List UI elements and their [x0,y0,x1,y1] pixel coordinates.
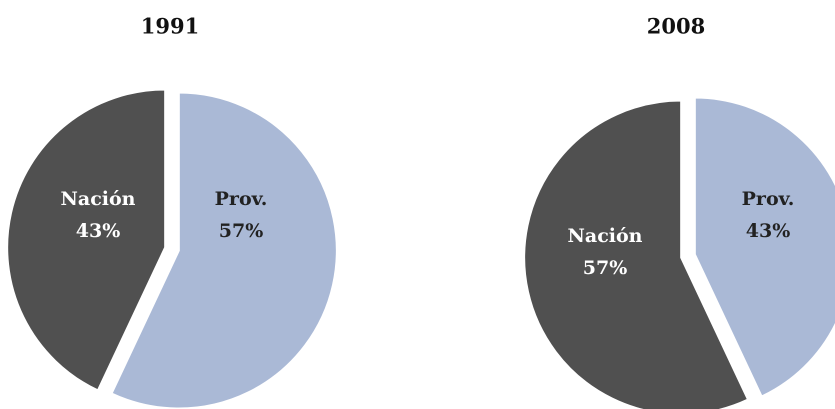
slice-label: Nación [568,225,643,247]
value-label: 43% [76,220,121,242]
slice-label: Nación [61,188,136,210]
pie-slice [110,91,338,409]
slice-label: Prov. [742,188,795,210]
chart-title: 1991 [141,14,199,39]
pie-slice [523,99,750,409]
value-label: 57% [583,257,628,279]
value-label: 43% [746,220,791,242]
slice-label: Prov. [215,188,268,210]
pie-slice [6,88,167,392]
pie-slice [693,96,835,398]
chart-title: 2008 [647,14,705,39]
value-label: 57% [219,220,264,242]
